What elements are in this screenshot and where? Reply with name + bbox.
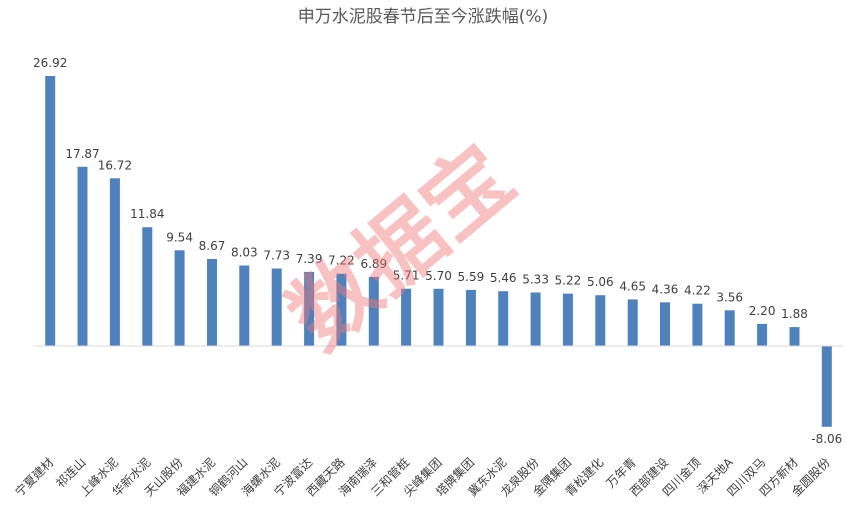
value-label-19: 4.65: [619, 279, 646, 293]
bar-1: [45, 76, 56, 346]
bar-20: [660, 302, 670, 346]
bar-6: [207, 259, 217, 346]
bar-11: [368, 276, 379, 346]
value-label-16: 5.33: [522, 273, 549, 287]
value-label-18: 5.06: [587, 275, 614, 289]
value-label-5: 9.54: [166, 230, 193, 244]
value-label-24: 1.88: [781, 307, 808, 321]
value-label-4: 11.84: [130, 207, 164, 221]
value-label-25: -8.06: [811, 432, 842, 446]
value-label-6: 8.67: [199, 239, 226, 253]
bar-5: [174, 250, 185, 346]
value-label-7: 8.03: [231, 246, 258, 260]
category-labels-group: 宁夏建材祁连山上峰水泥华新水泥天山股份福建水泥铜鹤河山海螺水泥宁波富达西藏天路海…: [12, 455, 833, 500]
bar-12: [401, 288, 412, 346]
bar-8: [271, 268, 282, 346]
bar-15: [498, 291, 509, 346]
value-label-13: 5.70: [425, 269, 452, 283]
category-label-1: 宁夏建材: [12, 455, 57, 500]
bar-14: [465, 289, 476, 346]
bar-23: [757, 323, 768, 346]
bar-25: [821, 346, 832, 427]
chart-title: 申万水泥股春节后至今涨跌幅(%): [298, 7, 548, 27]
bar-10: [336, 273, 347, 346]
bar-16: [530, 292, 541, 346]
value-label-17: 5.22: [555, 274, 582, 288]
bar-19: [627, 299, 638, 346]
value-label-1: 26.92: [33, 56, 67, 70]
value-label-8: 7.73: [263, 249, 290, 263]
value-label-9: 7.39: [296, 252, 323, 266]
bar-22: [724, 310, 735, 346]
bar-18: [595, 295, 606, 346]
value-label-14: 5.59: [458, 270, 485, 284]
bar-2: [77, 166, 88, 346]
value-label-2: 17.87: [65, 147, 99, 161]
bar-9: [304, 271, 315, 346]
value-label-10: 7.22: [328, 254, 355, 268]
bar-7: [239, 265, 250, 346]
bars-group: [45, 76, 832, 427]
value-label-12: 5.71: [393, 269, 420, 283]
value-label-11: 6.89: [360, 257, 387, 271]
bar-24: [789, 327, 800, 346]
value-label-21: 4.22: [684, 284, 711, 298]
value-label-22: 3.56: [716, 290, 743, 304]
value-label-15: 5.46: [490, 271, 517, 285]
bar-21: [692, 303, 703, 346]
value-label-20: 4.36: [652, 282, 679, 296]
bar-4: [142, 227, 153, 346]
value-label-3: 16.72: [98, 158, 132, 172]
value-label-23: 2.20: [749, 304, 776, 318]
bar-13: [433, 288, 444, 346]
bar-3: [109, 178, 120, 346]
bar-17: [562, 293, 573, 346]
